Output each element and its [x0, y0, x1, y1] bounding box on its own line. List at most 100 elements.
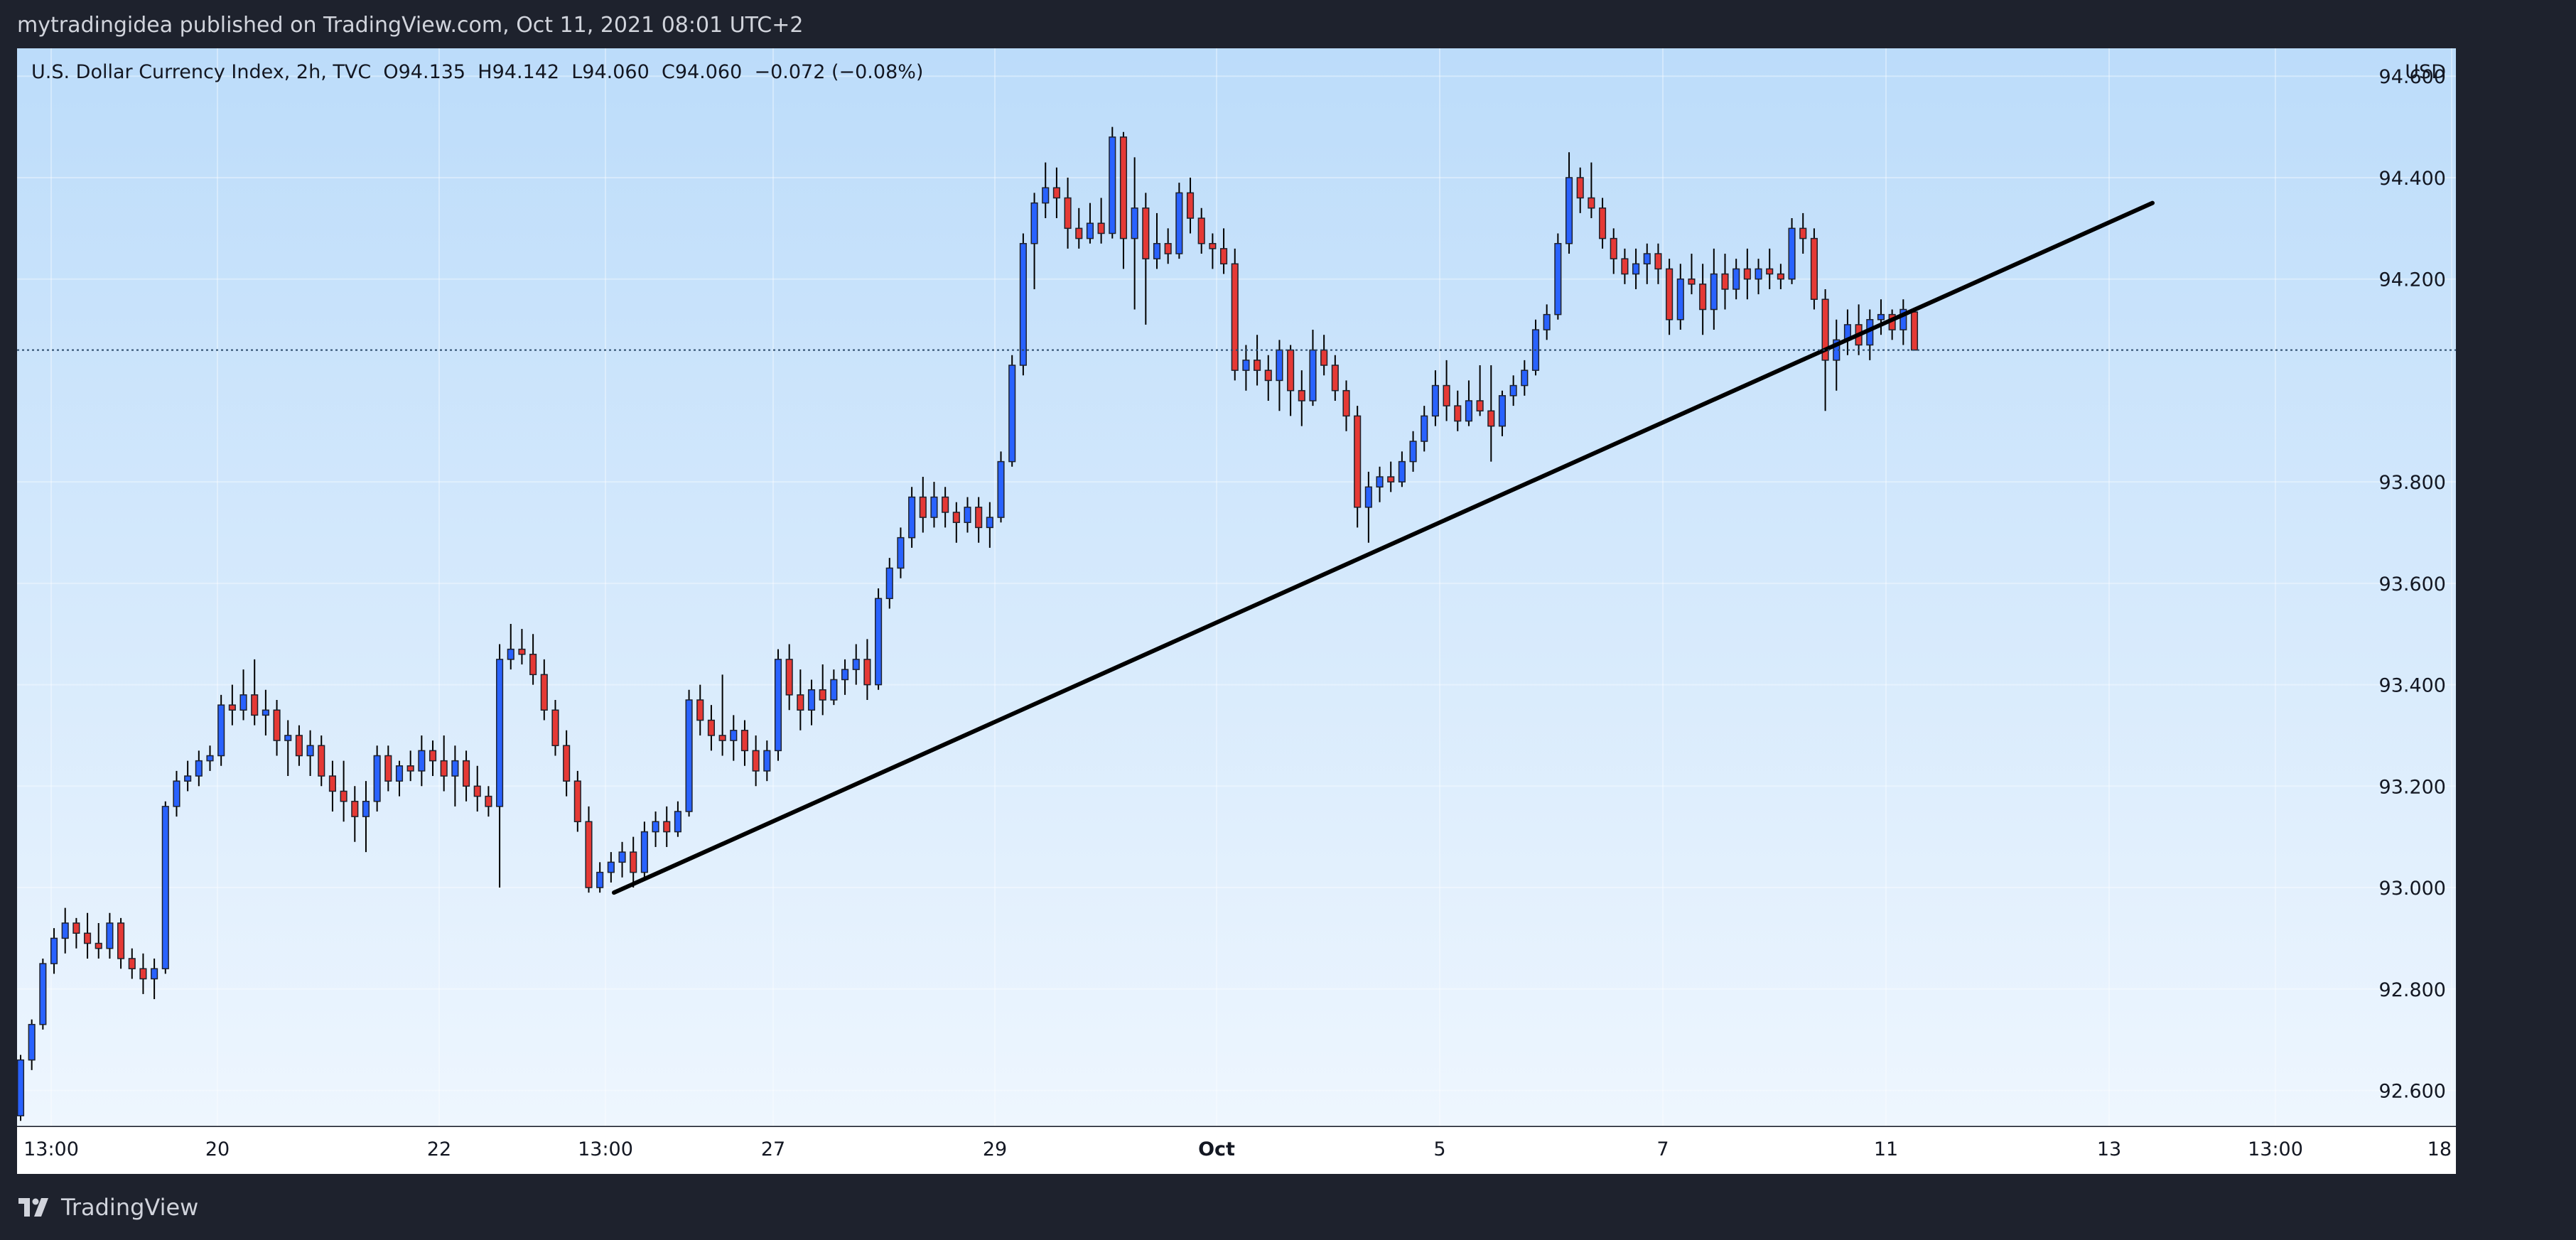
candle-down [785, 659, 793, 696]
candle-up [61, 922, 69, 939]
candle-up [1465, 400, 1473, 422]
candle-down [1721, 273, 1729, 290]
candle-down [975, 507, 983, 529]
time-tick-label: 18 [2427, 1138, 2452, 1160]
candle-down [585, 821, 593, 888]
candle-down [72, 922, 80, 934]
candle-up [1276, 349, 1283, 382]
time-tick-label: 5 [1433, 1138, 1445, 1160]
candle-up [418, 750, 426, 772]
candle-down [139, 968, 147, 980]
candle-down [1476, 400, 1484, 411]
candle-down [1387, 476, 1395, 482]
candle-up [1364, 486, 1372, 508]
candle-down [128, 958, 136, 969]
candle-up [39, 963, 47, 1025]
time-tick-label: 7 [1656, 1138, 1669, 1160]
time-tick-label: 11 [1874, 1138, 1898, 1160]
candle-up [607, 861, 615, 873]
legend-high-label: H [478, 61, 492, 83]
legend-high-value: 94.142 [492, 61, 559, 83]
chart-background [17, 48, 2456, 1127]
price-tick-label: 93.800 [2379, 472, 2446, 494]
candle-up [841, 669, 849, 681]
candle-up [1509, 384, 1517, 397]
time-tick-label: 13 [2097, 1138, 2121, 1160]
candle-up [1398, 460, 1406, 482]
candle-up [362, 800, 370, 817]
legend-change: −0.072 (−0.08%) [754, 61, 923, 83]
candle-up [1242, 360, 1250, 371]
legend-low-label: L [571, 61, 582, 83]
price-tick-label: 94.600 [2379, 66, 2446, 88]
candle-down [1075, 227, 1083, 239]
tradingview-logo[interactable]: TradingView [17, 1192, 198, 1223]
publisher-text: mytradingidea published on TradingView.c… [17, 13, 804, 38]
candle-up [1877, 313, 1885, 320]
candle-up [206, 755, 214, 762]
candle-up [986, 517, 993, 529]
candle-up [262, 709, 269, 716]
candle-up [451, 760, 459, 777]
axes: 94.600 94.400 94.200 93.800 93.600 93.400 93.2… [17, 61, 2456, 1127]
candle-down [228, 704, 236, 711]
candle-up [1042, 187, 1050, 204]
candle-up [50, 937, 58, 964]
tradingview-logo-text: TradingView [61, 1194, 199, 1221]
candle-down [384, 755, 392, 782]
candle-up [217, 704, 225, 757]
candle-down [819, 689, 826, 701]
price-tick-label: 92.600 [2379, 1080, 2446, 1102]
candle-down [485, 795, 492, 807]
candle-up [730, 730, 738, 741]
candle-up [897, 537, 905, 569]
legend-close-value: 94.060 [675, 61, 742, 83]
time-tick-label: 13:00 [2248, 1138, 2303, 1160]
candle-up [1431, 384, 1439, 417]
time-tick-label: 29 [983, 1138, 1007, 1160]
candle-up [1632, 263, 1640, 275]
price-chart[interactable]: 94.600 94.400 94.200 93.800 93.600 93.400 93.2… [17, 48, 2456, 1127]
legend-open-label: O [383, 61, 398, 83]
candle-up [28, 1023, 36, 1061]
candle-up [1788, 227, 1796, 280]
candle-up [1153, 242, 1161, 259]
candle-up [1554, 242, 1562, 316]
candle-down [529, 654, 537, 676]
candle-down [1621, 258, 1629, 275]
candle-down [1766, 268, 1774, 275]
candle-up [1755, 268, 1762, 280]
time-tick-label: 27 [761, 1138, 785, 1160]
candle-up [1376, 476, 1384, 488]
candle-up [1543, 313, 1551, 330]
candle-down [663, 821, 671, 833]
candle-down [83, 932, 92, 944]
candle-down [1331, 365, 1339, 392]
candle-down [1799, 227, 1807, 239]
price-tick-label: 93.200 [2379, 776, 2446, 798]
candle-down [1910, 311, 1919, 351]
candle-down [1654, 253, 1662, 270]
candle-up [1521, 370, 1529, 387]
candle-down [518, 648, 526, 655]
candle-up [1565, 177, 1573, 244]
candle-down [1598, 207, 1607, 239]
candle-down [273, 709, 281, 741]
candle-down [863, 659, 871, 686]
publisher-header: mytradingidea published on TradingView.c… [0, 0, 2576, 51]
price-tick-label: 94.200 [2379, 269, 2446, 291]
time-tick-label: 13:00 [578, 1138, 633, 1160]
candle-up [685, 699, 693, 812]
candle-up [395, 765, 404, 782]
candle-down [1142, 207, 1150, 259]
candle-up [1019, 242, 1027, 366]
candle-down [1119, 136, 1128, 239]
candle-down [1231, 263, 1239, 371]
candle-up [875, 598, 883, 686]
candle-up [596, 871, 604, 888]
candle-down [1298, 389, 1305, 401]
candle-up [1409, 441, 1417, 463]
candle-down [1610, 237, 1617, 259]
candle-down [540, 674, 548, 711]
time-axis[interactable]: 13:00 20 22 13:00 27 29 Oct 5 7 11 13 13:00 18 [17, 1127, 2456, 1174]
